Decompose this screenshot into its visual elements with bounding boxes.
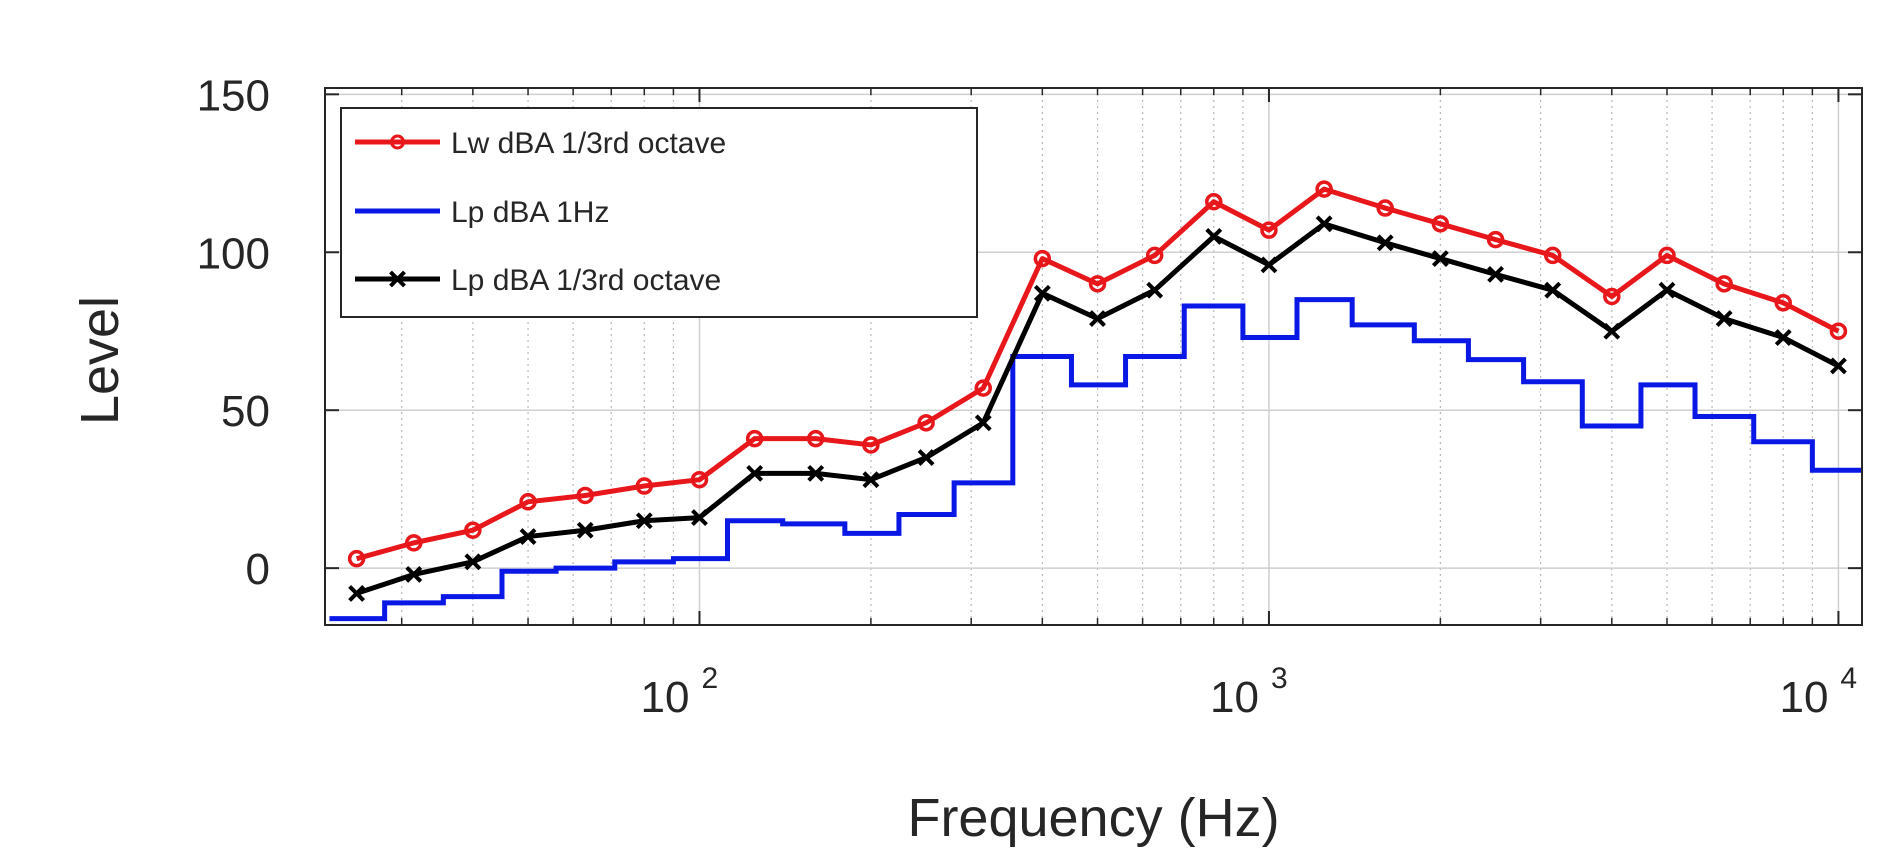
data-point-lw [576,486,594,505]
data-point-lp-third [464,553,482,571]
data-point-lp-third [1487,265,1504,283]
series-line-lw-third-octave [355,186,1840,562]
data-point-lw [1376,199,1394,217]
y-tick-label: 150 [197,71,270,120]
data-point-lw [1431,215,1450,233]
data-point-lp-third [807,464,825,482]
data-point-lw [405,534,423,552]
legend-marker-x [389,270,406,288]
x-tick-exponent: 2 [701,662,718,695]
data-point-lw [862,436,880,454]
data-point-lp-third [1376,234,1394,252]
data-point-lp-third [348,584,366,602]
legend-label-lp-third: Lp dBA 1/3rd octave [451,264,721,297]
data-point-lw [806,429,825,448]
data-point-lp-third [746,464,764,482]
data-point-lw [1486,230,1505,249]
data-point-lp-third [405,566,423,583]
x-tick-exponent: 4 [1840,662,1857,695]
data-point-lp-third [1658,281,1676,299]
data-point-lw [974,379,993,397]
series-line-lp-1hz [329,297,1862,622]
legend: Lw dBA 1/3rd octave Lp dBA 1Hz Lp dBA 1/… [340,107,978,318]
data-point-lw [635,477,654,495]
data-point-lw [1715,275,1733,293]
data-point-lw [1315,180,1333,198]
data-point-lp-third [1544,281,1562,299]
x-tick-label: 10 [641,673,690,722]
data-point-lp-third [1205,228,1223,245]
data-point-lw [347,549,366,568]
data-point-lp-third [1089,310,1106,328]
data-point-lw [1543,246,1562,265]
data-point-lp-third [862,471,880,489]
data-point-lp-third [1431,250,1449,267]
y-tick-label: 50 [221,387,270,436]
legend-entry-lp-third-octave: Lp dBA 1/3rd octave [355,264,721,297]
legend-label-lp-1hz: Lp dBA 1Hz [451,196,609,229]
ticks: 10 2 10 3 10 4 0 50 100 150 [197,71,1862,722]
data-point-lp-third [1830,357,1847,375]
data-point-lp-third [1033,284,1051,302]
legend-entry-lp-1hz: Lp dBA 1Hz [355,196,609,229]
data-point-lw [745,429,764,448]
data-point-lp-third [917,449,935,466]
legend-marker-circle [390,134,405,150]
data-point-lw [1603,287,1621,306]
legend-label-lw: Lw dBA 1/3rd octave [451,127,726,160]
data-point-lw [1658,246,1676,265]
data-point-lw [1033,249,1052,268]
x-tick-label: 10 [1210,673,1259,722]
data-point-lw [464,521,482,539]
x-tick-exponent: 3 [1271,662,1288,695]
data-point-lp-third [1146,281,1164,299]
data-point-lp-third [1260,256,1278,274]
data-point-lp-third [576,521,594,539]
data-point-lw [1774,294,1792,312]
data-point-lp-third [1315,215,1333,233]
series-layer [329,180,1862,622]
plot-frame [324,87,1863,626]
data-point-lp-third [691,509,708,527]
data-point-lw [519,493,537,511]
legend-box [340,107,978,318]
x-tick-label: 10 [1779,673,1828,722]
data-point-lw [1260,221,1278,239]
y-tick-label: 0 [246,545,270,594]
data-point-lw [1829,322,1848,340]
data-point-lp-third [635,512,653,530]
x-axis-label: Frequency (Hz) [907,788,1279,848]
y-axis-label: Level [70,296,130,425]
data-point-lw [1088,275,1107,293]
data-point-lw [917,414,935,432]
data-point-lw [1145,246,1164,265]
y-tick-label: 100 [197,229,270,278]
data-point-lw [1205,192,1223,211]
data-point-lp-third [1715,310,1733,328]
data-point-lp-third [519,528,537,545]
data-point-lp-third [1603,322,1621,340]
data-point-lp-third [1774,329,1792,346]
data-point-lw [690,470,709,489]
legend-entry-lw-third-octave: Lw dBA 1/3rd octave [355,127,726,160]
data-point-lp-third [974,414,992,432]
